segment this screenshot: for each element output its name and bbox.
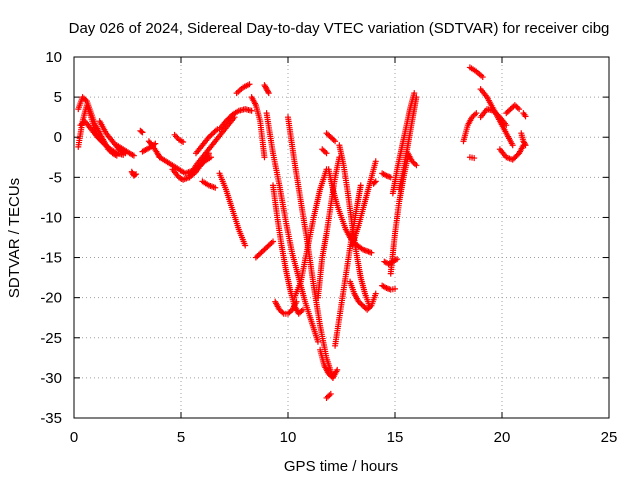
- y-tick-label: -30: [40, 370, 62, 387]
- y-tick-label: 0: [54, 129, 62, 146]
- data-point: [372, 290, 379, 297]
- data-point: [248, 107, 255, 114]
- data-point-interp: [521, 140, 528, 147]
- y-tick-label: 5: [54, 89, 62, 106]
- data-point: [270, 238, 277, 245]
- data-point-interp: [371, 179, 378, 186]
- data-point: [246, 81, 253, 88]
- data-point: [368, 249, 375, 256]
- data-points: [75, 64, 529, 401]
- y-tick-label: -5: [49, 169, 62, 186]
- x-tick-label: 5: [177, 429, 185, 446]
- grid-lines: [74, 57, 609, 418]
- data-point: [299, 306, 306, 313]
- data-point: [261, 154, 268, 161]
- data-point: [139, 129, 146, 136]
- x-tick-label: 10: [280, 429, 297, 446]
- data-point: [473, 110, 480, 117]
- data-point: [522, 113, 529, 120]
- y-tick-label: -20: [40, 290, 62, 307]
- data-point: [479, 74, 486, 81]
- data-point-interp: [138, 128, 145, 135]
- data-point-interp: [265, 88, 272, 95]
- x-axis-label: GPS time / hours: [284, 458, 398, 475]
- x-tick-label: 20: [494, 429, 511, 446]
- data-point: [314, 338, 321, 345]
- data-point: [133, 171, 140, 178]
- data-point: [413, 94, 420, 101]
- data-point: [372, 158, 379, 165]
- x-tick-label: 0: [70, 429, 78, 446]
- y-tick-label: -15: [40, 250, 62, 267]
- data-point: [503, 122, 510, 129]
- data-point: [516, 106, 523, 113]
- data-point: [100, 140, 107, 147]
- y-axis-label: SDTVAR / TECUs: [6, 178, 23, 298]
- y-tick-label: 10: [45, 49, 62, 66]
- x-tick-label: 25: [601, 429, 618, 446]
- data-point: [327, 390, 334, 397]
- data-point: [413, 162, 420, 169]
- data-point: [323, 150, 330, 157]
- data-point: [152, 140, 159, 147]
- data-point: [212, 184, 219, 191]
- data-point: [357, 182, 364, 189]
- data-point: [265, 90, 272, 97]
- axis-ticks: 0 5 10 15 20 25 -35 -30 -25 -20 -15 -10 -5 0 5 10: [40, 49, 617, 446]
- data-point: [411, 90, 418, 97]
- data-point: [242, 242, 249, 249]
- data-point: [293, 298, 300, 305]
- data-point: [471, 155, 478, 162]
- data-point: [522, 142, 529, 149]
- data-point: [334, 366, 341, 373]
- data-point: [130, 152, 137, 159]
- data-point: [180, 139, 187, 146]
- data-point-interp: [131, 171, 138, 178]
- y-tick-label: -35: [40, 410, 62, 427]
- data-point: [332, 138, 339, 145]
- data-point: [392, 285, 398, 292]
- y-tick-label: -10: [40, 209, 62, 226]
- chart-title: Day 026 of 2024, Sidereal Day-to-day VTE…: [69, 20, 610, 37]
- plot-frame: [73, 56, 610, 419]
- x-tick-label: 15: [387, 429, 404, 446]
- data-point: [372, 178, 379, 185]
- y-tick-label: -25: [40, 330, 62, 347]
- data-point: [509, 142, 516, 149]
- data-point: [207, 154, 214, 161]
